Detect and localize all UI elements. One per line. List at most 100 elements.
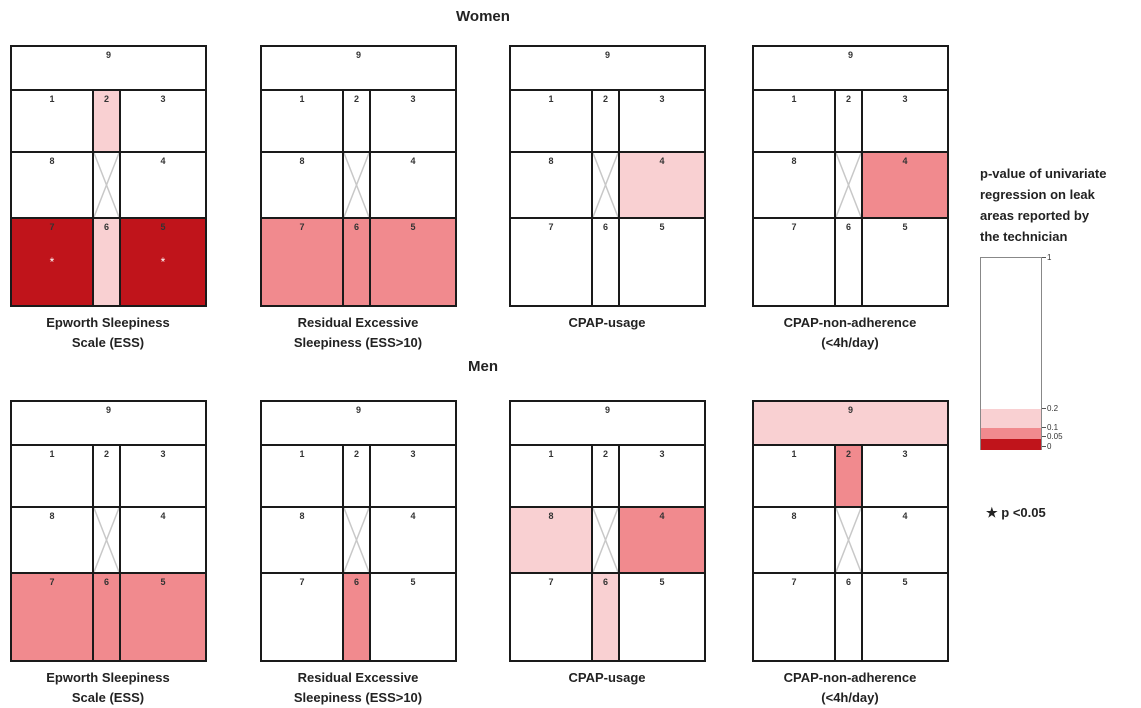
panel-caption: Epworth Sleepiness Scale (ESS) (8, 668, 208, 708)
region-number: 4 (160, 156, 166, 166)
region-number: 1 (299, 94, 305, 104)
region-number: 7 (299, 577, 305, 587)
region-number: 1 (791, 94, 797, 104)
panel-caption-line: Sleepiness (ESS>10) (293, 690, 423, 705)
region-cell-4: 4 (861, 151, 949, 219)
region-cell-5: 5 (119, 572, 207, 662)
significance-star: * (49, 255, 55, 269)
cross-icon (94, 508, 119, 572)
region-cell-9: 9 (260, 45, 457, 91)
region-cell-2: 2 (834, 89, 863, 153)
region-number: 7 (548, 577, 554, 587)
region-number: 5 (902, 577, 908, 587)
region-number: 5 (410, 222, 416, 232)
region-cell-2: 2 (591, 89, 620, 153)
region-cell-5: 5 (618, 217, 706, 307)
region-cell-7: 7 (260, 572, 344, 662)
region-number: 4 (659, 511, 665, 521)
panel-caption-line: Residual Excessive (297, 315, 419, 330)
panel-caption-line: Epworth Sleepiness (46, 315, 170, 330)
region-cell-5: 5 (369, 217, 457, 307)
region-cell-5: 5 (618, 572, 706, 662)
region-number: 6 (845, 222, 851, 232)
region-cell-4: 4 (369, 506, 457, 574)
region-cell-7: 7 * (10, 217, 94, 307)
region-number: 9 (604, 50, 610, 60)
region-cell-7: 7 (260, 217, 344, 307)
region-map-panel: 1 2 3 4 5 * 6 7 * 8 9 (10, 45, 207, 307)
region-number: 3 (902, 449, 908, 459)
region-number: 6 (602, 222, 608, 232)
region-map-panel: 1 2 3 4 5 6 7 8 9 (260, 45, 457, 307)
region-cell-3: 3 (119, 444, 207, 508)
region-number: 8 (299, 156, 305, 166)
region-cell-9: 9 (509, 400, 706, 446)
legend-title-line: the technician (980, 229, 1068, 244)
panel-caption-line: Epworth Sleepiness (46, 670, 170, 685)
cross-icon (836, 153, 861, 217)
region-number: 9 (105, 50, 111, 60)
colorbar-tick: 1 (1042, 254, 1051, 262)
region-number: 2 (845, 94, 851, 104)
region-number: 1 (548, 94, 554, 104)
region-cell-9: 9 (260, 400, 457, 446)
significance-note: ★ p <0.05 (986, 505, 1046, 521)
region-number: 8 (49, 511, 55, 521)
region-cell-1: 1 (260, 89, 344, 153)
region-cell-2: 2 (342, 444, 371, 508)
region-cell-8: 8 (260, 151, 344, 219)
cross-icon (836, 508, 861, 572)
excluded-region-cross (92, 506, 121, 574)
region-number: 6 (103, 222, 109, 232)
panel-caption: Residual Excessive Sleepiness (ESS>10) (258, 668, 458, 708)
region-cell-4: 4 (369, 151, 457, 219)
region-cell-2: 2 (92, 444, 121, 508)
region-number: 7 (299, 222, 305, 232)
region-cell-1: 1 (260, 444, 344, 508)
region-number: 8 (49, 156, 55, 166)
excluded-region-cross (834, 151, 863, 219)
legend-title-line: regression on leak (980, 187, 1095, 202)
region-cell-3: 3 (618, 89, 706, 153)
region-cell-9: 9 (10, 45, 207, 91)
legend-title-line: areas reported by (980, 208, 1090, 223)
region-number: 4 (410, 511, 416, 521)
region-cell-4: 4 (861, 506, 949, 574)
region-number: 4 (902, 511, 908, 521)
region-number: 3 (410, 94, 416, 104)
region-cell-6: 6 (834, 572, 863, 662)
colorbar-segment-0-05 (981, 439, 1041, 450)
cross-icon (593, 508, 618, 572)
region-number: 4 (902, 156, 908, 166)
region-number: 6 (353, 577, 359, 587)
region-number: 8 (548, 511, 554, 521)
region-cell-7: 7 (10, 572, 94, 662)
panel-caption: CPAP-non-adherence (<4h/day) (750, 668, 950, 708)
region-cell-5: 5 * (119, 217, 207, 307)
region-number: 8 (299, 511, 305, 521)
region-number: 2 (103, 449, 109, 459)
region-number: 7 (49, 222, 55, 232)
excluded-region-cross (342, 506, 371, 574)
panel-caption-line: CPAP-non-adherence (783, 670, 917, 685)
region-number: 2 (353, 94, 359, 104)
colorbar (980, 257, 1042, 450)
colorbar-tick: 0.2 (1042, 405, 1058, 413)
region-cell-7: 7 (509, 217, 593, 307)
panel-caption-line: CPAP-non-adherence (783, 315, 917, 330)
colorbar-tick: 0 (1042, 443, 1051, 451)
region-number: 6 (602, 577, 608, 587)
region-cell-4: 4 (618, 151, 706, 219)
region-number: 7 (791, 222, 797, 232)
region-number: 3 (160, 94, 166, 104)
region-cell-5: 5 (369, 572, 457, 662)
region-number: 3 (902, 94, 908, 104)
region-number: 8 (791, 511, 797, 521)
region-cell-4: 4 (618, 506, 706, 574)
region-cell-9: 9 (752, 400, 949, 446)
panel-caption-line: CPAP-usage (568, 315, 646, 330)
region-number: 2 (602, 449, 608, 459)
region-map-panel: 1 2 3 4 5 6 7 8 9 (260, 400, 457, 662)
region-number: 5 (902, 222, 908, 232)
region-cell-8: 8 (509, 506, 593, 574)
